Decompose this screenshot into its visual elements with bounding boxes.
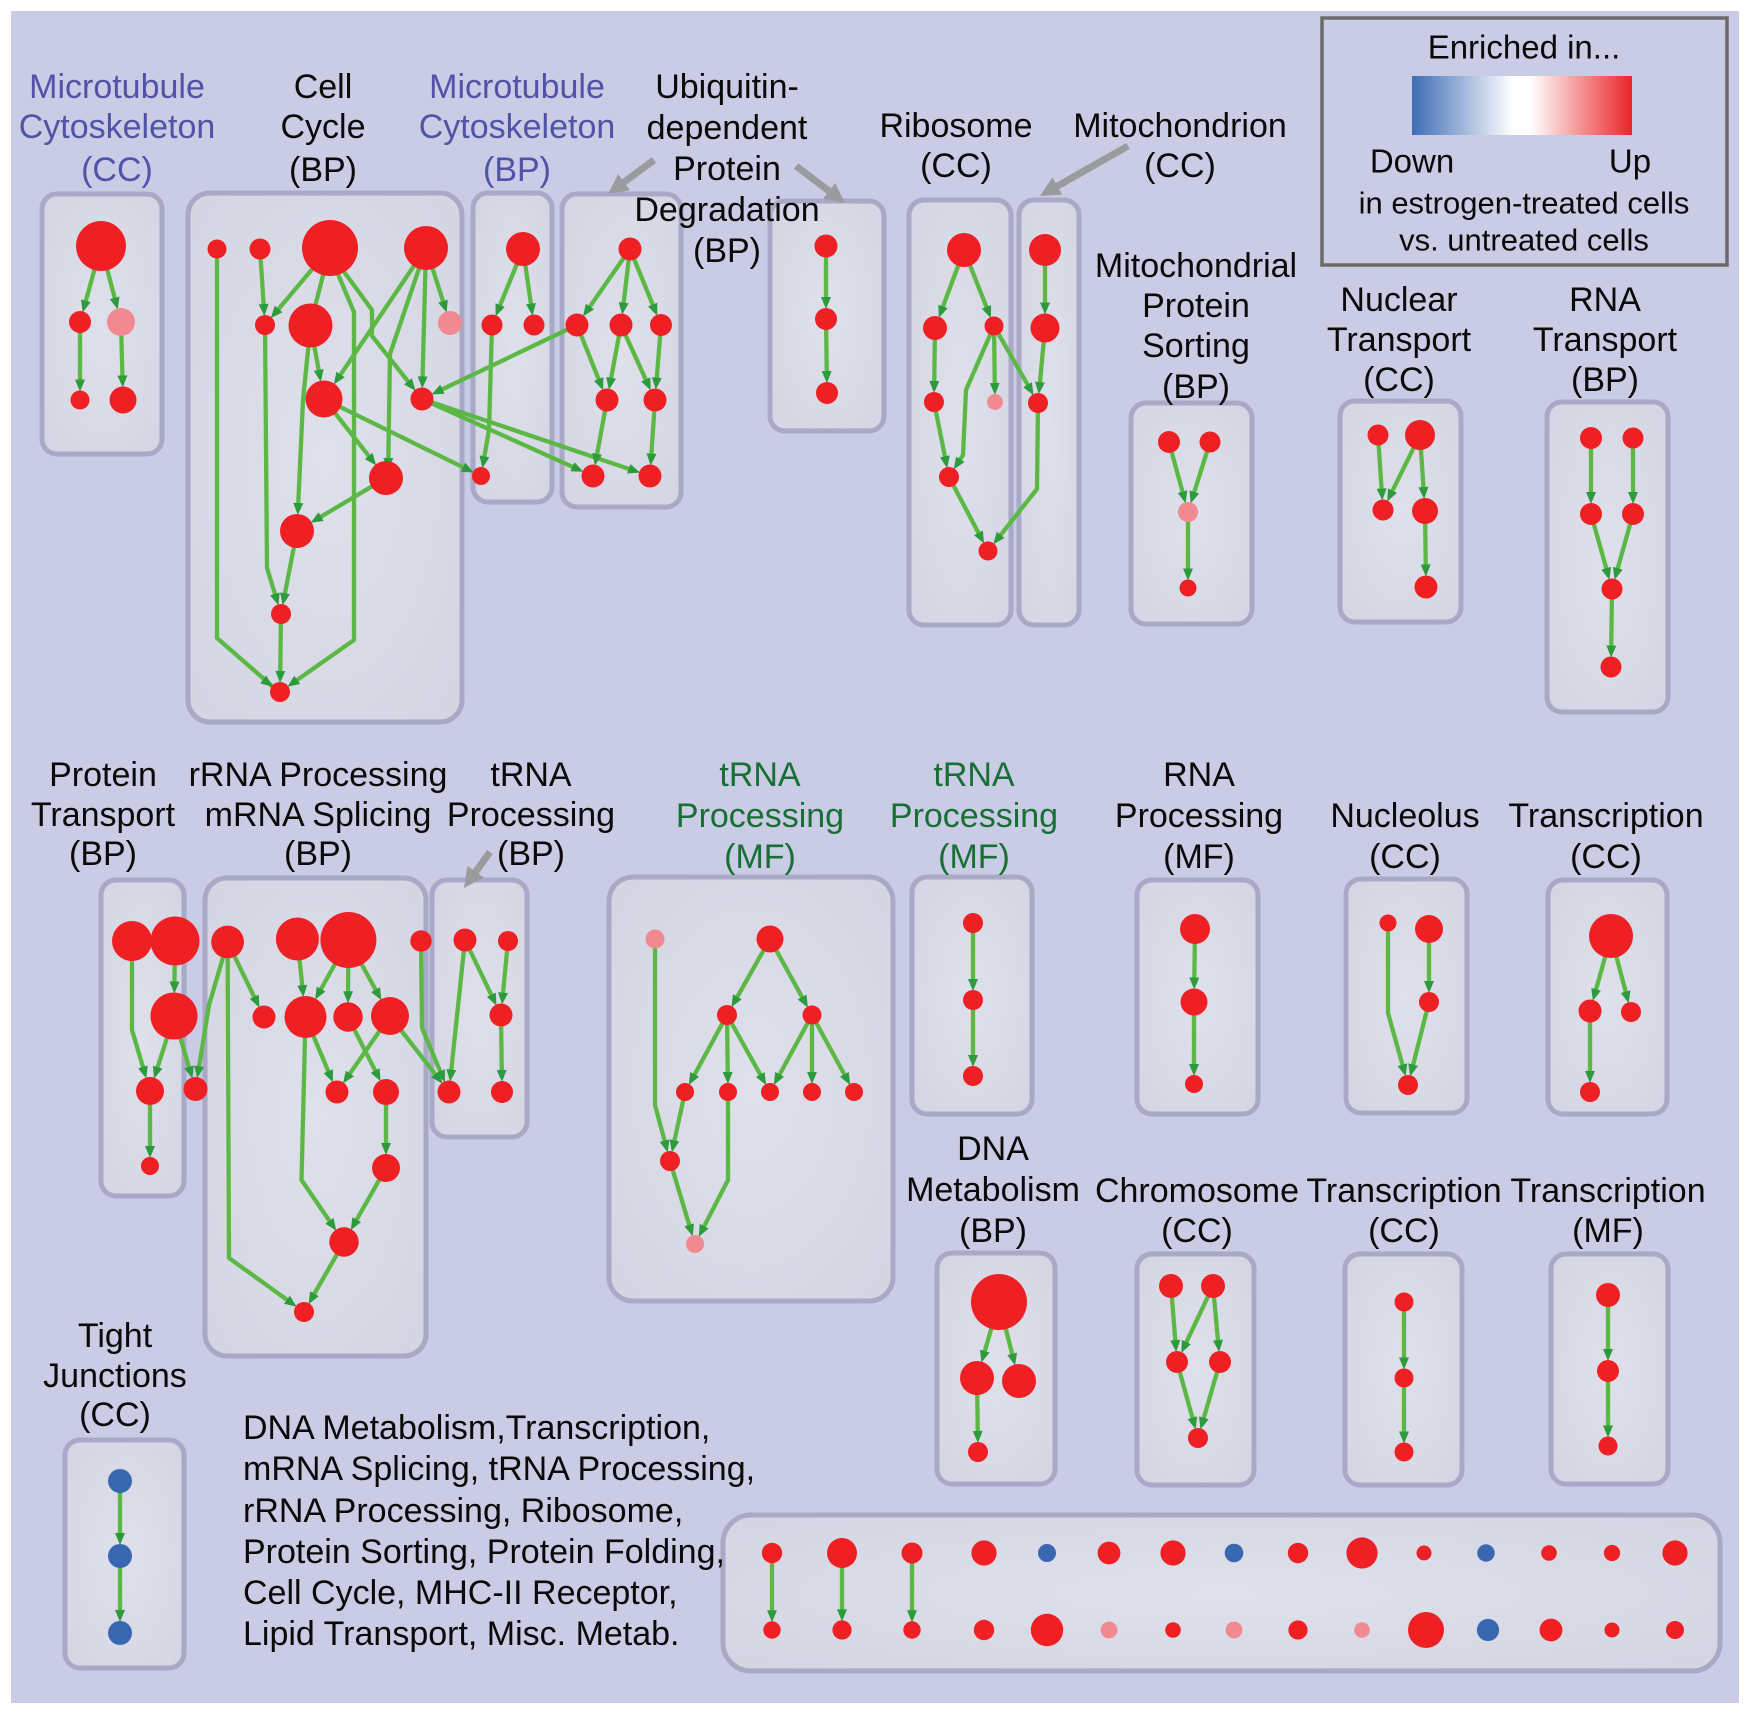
svg-text:Transcription: Transcription [1510,1172,1705,1210]
svg-text:Processing: Processing [676,797,844,835]
svg-text:tRNA: tRNA [719,756,801,794]
svg-text:tRNA: tRNA [933,756,1015,794]
svg-text:Degradation: Degradation [634,191,819,229]
svg-text:(CC): (CC) [1368,1212,1440,1250]
svg-text:Transport: Transport [1533,321,1678,359]
svg-text:Cytoskeleton: Cytoskeleton [419,108,616,146]
svg-text:vs. untreated cells: vs. untreated cells [1399,223,1649,258]
svg-text:(BP): (BP) [289,151,357,189]
svg-text:Transport: Transport [31,796,176,834]
svg-text:(BP): (BP) [284,835,352,873]
svg-text:Up: Up [1609,143,1651,180]
svg-text:Sorting: Sorting [1142,327,1250,365]
svg-text:Nucleolus: Nucleolus [1330,797,1479,835]
svg-text:DNA Metabolism,Transcription,: DNA Metabolism,Transcription, [243,1409,710,1447]
svg-text:Metabolism: Metabolism [906,1171,1080,1209]
svg-text:Ubiquitin-: Ubiquitin- [655,68,799,106]
svg-text:(MF): (MF) [1163,838,1235,876]
svg-text:(BP): (BP) [69,835,137,873]
svg-text:(BP): (BP) [959,1212,1027,1250]
svg-text:Cell: Cell [294,68,353,106]
svg-text:Chromosome: Chromosome [1095,1172,1299,1210]
svg-text:(BP): (BP) [1571,361,1639,399]
svg-text:Mitochondrion: Mitochondrion [1073,107,1287,145]
svg-text:Processing: Processing [1115,797,1283,835]
svg-text:Enriched in...: Enriched in... [1428,29,1621,66]
svg-text:Transcription: Transcription [1306,1172,1501,1210]
svg-text:Transport: Transport [1327,321,1472,359]
svg-text:Protein: Protein [1142,287,1250,325]
svg-text:Microtubule: Microtubule [29,68,205,106]
svg-text:(CC): (CC) [1363,361,1435,399]
svg-text:RNA: RNA [1569,281,1641,319]
svg-text:Protein: Protein [49,756,157,794]
svg-text:Cell Cycle, MHC-II Receptor,: Cell Cycle, MHC-II Receptor, [243,1574,678,1612]
svg-text:Down: Down [1370,143,1454,180]
svg-text:DNA: DNA [957,1130,1029,1168]
svg-text:Ribosome: Ribosome [879,107,1032,145]
svg-text:in estrogen-treated cells: in estrogen-treated cells [1359,186,1690,221]
svg-text:Cytoskeleton: Cytoskeleton [19,108,216,146]
svg-text:Cycle: Cycle [280,108,365,146]
svg-text:Microtubule: Microtubule [429,68,605,106]
svg-text:RNA: RNA [1163,756,1235,794]
svg-text:Processing: Processing [890,797,1058,835]
svg-text:(CC): (CC) [1161,1212,1233,1250]
svg-text:(MF): (MF) [938,838,1010,876]
svg-text:(CC): (CC) [81,151,153,189]
svg-text:(CC): (CC) [1144,147,1216,185]
svg-text:dependent: dependent [647,109,808,147]
svg-text:(MF): (MF) [724,838,796,876]
svg-text:(BP): (BP) [1162,368,1230,406]
svg-text:mRNA Splicing: mRNA Splicing [205,796,432,834]
svg-text:Junctions: Junctions [43,1357,187,1395]
svg-text:Processing: Processing [447,796,615,834]
svg-text:(BP): (BP) [483,151,551,189]
svg-text:(CC): (CC) [79,1396,151,1434]
svg-text:Transcription: Transcription [1508,797,1703,835]
svg-text:(CC): (CC) [1570,838,1642,876]
svg-text:Tight: Tight [78,1317,153,1355]
svg-text:rRNA Processing, Ribosome,: rRNA Processing, Ribosome, [243,1492,683,1530]
svg-text:(MF): (MF) [1572,1212,1644,1250]
svg-text:Lipid Transport, Misc. Metab.: Lipid Transport, Misc. Metab. [243,1615,680,1653]
svg-text:(BP): (BP) [693,232,761,270]
svg-text:rRNA Processing: rRNA Processing [189,756,448,794]
svg-text:Protein Sorting, Protein Foldi: Protein Sorting, Protein Folding, [243,1533,725,1571]
svg-text:Protein: Protein [673,150,781,188]
svg-text:(CC): (CC) [1369,838,1441,876]
svg-text:Mitochondrial: Mitochondrial [1095,247,1297,285]
svg-text:(BP): (BP) [497,835,565,873]
svg-text:mRNA Splicing, tRNA Processing: mRNA Splicing, tRNA Processing, [243,1450,755,1488]
svg-text:Nuclear: Nuclear [1340,281,1457,319]
svg-text:tRNA: tRNA [490,756,572,794]
svg-text:(CC): (CC) [920,147,992,185]
